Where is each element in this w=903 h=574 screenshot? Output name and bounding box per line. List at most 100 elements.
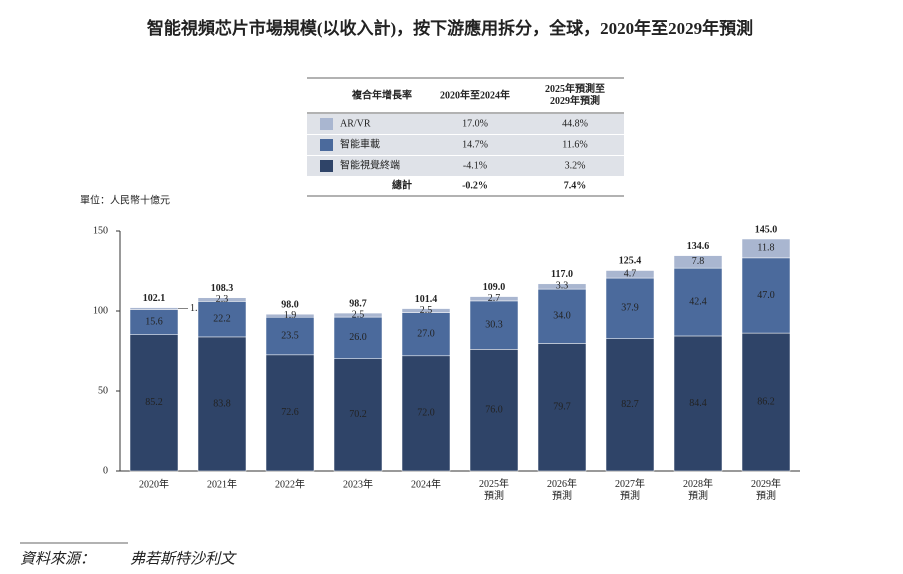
value-label: 4.7 — [624, 269, 637, 280]
value-label: 23.5 — [281, 330, 299, 341]
x-tick-label: 2028年預測 — [683, 477, 713, 502]
value-label: 2.7 — [488, 293, 501, 304]
value-label: 34.0 — [553, 311, 571, 322]
bar-segment — [333, 316, 383, 359]
bar-segment — [537, 343, 587, 472]
table-total-label: 總計 — [392, 178, 412, 191]
legend-label: 智能車載 — [340, 137, 380, 150]
total-label: 109.0 — [483, 282, 506, 293]
legend-label: 智能視覺終端 — [340, 158, 400, 171]
bar-segment — [401, 355, 451, 472]
value-label: 15.6 — [145, 316, 163, 327]
value-label: 47.0 — [757, 290, 775, 301]
value-label: 26.0 — [349, 332, 367, 343]
bar-segment — [401, 312, 451, 357]
x-tick-label: 2023年 — [343, 477, 373, 490]
table-row-bg — [307, 135, 624, 155]
y-tick-label: 100 — [93, 305, 108, 316]
legend-swatch — [320, 139, 333, 151]
source-label: 資料來源： — [20, 550, 95, 567]
x-tick-label: 2021年 — [207, 477, 237, 490]
table-total: 7.4% — [564, 180, 587, 191]
y-tick-label: 50 — [98, 385, 108, 396]
unit-label: 單位：人民幣十億元 — [80, 193, 170, 206]
bar-segment — [197, 301, 247, 338]
table-header: 複合年增長率 — [351, 88, 412, 101]
bar-segment — [129, 334, 179, 472]
bar-segment — [741, 238, 791, 259]
table-cell: 11.6% — [562, 139, 587, 150]
bar-segment — [537, 283, 587, 290]
value-label: 76.0 — [485, 404, 503, 415]
value-label: 85.2 — [145, 397, 163, 408]
value-label: 72.6 — [281, 407, 299, 418]
total-label: 134.6 — [687, 241, 710, 252]
value-label: 37.9 — [621, 303, 639, 314]
total-label: 145.0 — [755, 224, 778, 235]
bar-segment — [265, 313, 315, 318]
x-tick-label: 2020年 — [139, 477, 169, 490]
bar-segment — [333, 358, 383, 472]
value-label: 79.7 — [553, 402, 571, 413]
value-label: 42.4 — [689, 296, 707, 307]
bar-segment — [265, 316, 315, 356]
value-label: 11.8 — [757, 243, 774, 254]
bar-segment — [605, 270, 655, 279]
x-tick-label: 2025年預測 — [479, 477, 509, 502]
value-label: 1.3 — [190, 303, 203, 314]
legend-swatch — [320, 160, 333, 172]
value-label: 22.2 — [213, 313, 231, 324]
bar-segment — [741, 257, 791, 334]
y-tick-label: 0 — [103, 465, 108, 476]
total-label: 108.3 — [211, 283, 234, 294]
chart-title: 智能視頻芯片市場規模(以收入計)，按下游應用拆分，全球，2020年至2029年預… — [147, 18, 753, 38]
bar-segment — [537, 288, 587, 344]
value-label: 70.2 — [349, 409, 367, 420]
value-label: 2.5 — [352, 309, 365, 320]
value-label: 83.8 — [213, 398, 231, 409]
bar-segment — [129, 307, 179, 310]
value-label: 86.2 — [757, 396, 775, 407]
total-label: 125.4 — [619, 256, 642, 267]
legend-label: AR/VR — [340, 118, 371, 129]
bar-segment — [265, 354, 315, 472]
bar-segment — [741, 332, 791, 472]
value-label: 1.9 — [284, 310, 297, 321]
table-row-bg — [307, 114, 624, 134]
x-tick-label: 2024年 — [411, 477, 441, 490]
value-label: 7.8 — [692, 256, 705, 267]
bar-segment — [673, 335, 723, 472]
table-cell: 17.0% — [462, 118, 488, 129]
bar-segment — [673, 267, 723, 337]
total-label: 117.0 — [551, 269, 573, 280]
total-label: 98.0 — [281, 299, 299, 310]
table-header: 2020年至2024年 — [440, 88, 510, 101]
value-label: 72.0 — [417, 408, 435, 419]
value-label: 2.3 — [216, 294, 229, 305]
total-label: 101.4 — [415, 294, 438, 305]
x-tick-label: 2029年預測 — [751, 477, 781, 502]
bar-segment — [673, 255, 723, 269]
bar-segment — [129, 309, 179, 335]
total-label: 102.1 — [143, 293, 166, 304]
value-label: 84.4 — [689, 398, 707, 409]
value-label: 30.3 — [485, 319, 503, 330]
table-total: -0.2% — [462, 180, 488, 191]
y-tick-label: 150 — [93, 225, 108, 236]
x-tick-label: 2026年預測 — [547, 477, 577, 502]
table-cell: -4.1% — [463, 160, 487, 171]
bar-segment — [333, 312, 383, 318]
table-row-bg — [307, 156, 624, 176]
bar-segment — [197, 297, 247, 302]
table-cell: 14.7% — [462, 139, 488, 150]
value-label: 2.5 — [420, 305, 433, 316]
x-tick-label: 2027年預測 — [615, 477, 645, 502]
source: 弗若斯特沙利文 — [130, 550, 237, 567]
bar-segment — [605, 277, 655, 339]
x-tick-label: 2022年 — [275, 477, 305, 490]
table-cell: 44.8% — [562, 118, 588, 129]
value-label: 82.7 — [621, 399, 639, 410]
value-label: 27.0 — [417, 328, 435, 339]
total-label: 98.7 — [349, 298, 367, 309]
